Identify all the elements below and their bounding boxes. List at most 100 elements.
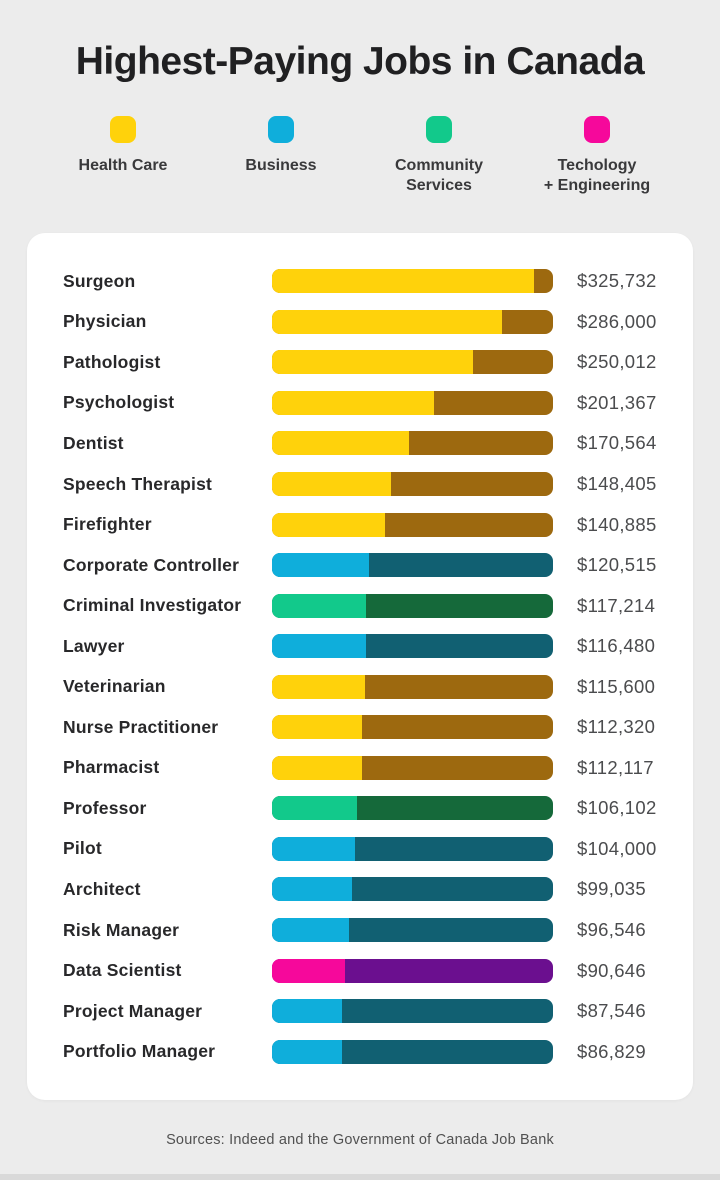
job-label: Lawyer bbox=[63, 635, 125, 656]
bar-light-segment bbox=[272, 755, 362, 780]
chart-row: Speech Therapist $148,405 bbox=[27, 464, 693, 505]
legend-label-line1: Health Care bbox=[78, 157, 168, 174]
legend-label-line1: Community bbox=[395, 157, 483, 174]
legend-label-line1: Techology bbox=[557, 157, 637, 174]
legend-swatch bbox=[268, 116, 294, 143]
bar bbox=[272, 1039, 553, 1064]
sources-note: Sources: Indeed and the Government of Ca… bbox=[166, 1132, 554, 1148]
bar bbox=[272, 634, 553, 659]
legend-swatch bbox=[426, 116, 452, 143]
job-label: Pathologist bbox=[63, 351, 161, 372]
bar-light-segment bbox=[272, 1039, 342, 1064]
legend-item-tech_engineering: Techology + Engineering bbox=[518, 116, 676, 196]
legend-label: Business bbox=[245, 156, 316, 176]
job-label: Professor bbox=[63, 797, 147, 818]
bar-light-segment bbox=[272, 634, 366, 659]
job-label: Veterinarian bbox=[63, 676, 166, 697]
job-label: Corporate Controller bbox=[63, 554, 240, 575]
legend-label-line1: Business bbox=[245, 157, 317, 174]
bar-light-segment bbox=[272, 553, 369, 578]
rows: Surgeon $325,732 Physician $286,000 Path… bbox=[27, 261, 693, 1072]
job-label: Psychologist bbox=[63, 392, 175, 413]
salary-value: $86,829 bbox=[577, 1040, 646, 1062]
legend-swatch bbox=[110, 116, 136, 143]
chart-row: Data Scientist $90,646 bbox=[27, 950, 693, 991]
bar-light-segment bbox=[272, 472, 392, 496]
job-label: Portfolio Manager bbox=[63, 1041, 216, 1062]
salary-value: $286,000 bbox=[577, 310, 657, 332]
bar bbox=[272, 472, 553, 496]
bar bbox=[272, 553, 553, 578]
chart-row: Pathologist $250,012 bbox=[27, 342, 693, 383]
chart-row: Physician $286,000 bbox=[27, 302, 693, 343]
legend-label: Community Services bbox=[395, 156, 483, 196]
bar bbox=[272, 836, 553, 861]
job-label: Surgeon bbox=[63, 270, 136, 291]
salary-value: $99,035 bbox=[577, 878, 646, 900]
bar bbox=[272, 674, 553, 699]
chart-row: Criminal Investigator $117,214 bbox=[27, 585, 693, 626]
salary-value: $104,000 bbox=[577, 837, 657, 859]
chart-row: Pharmacist $112,117 bbox=[27, 748, 693, 789]
chart-row: Dentist $170,564 bbox=[27, 423, 693, 464]
salary-value: $170,564 bbox=[577, 432, 657, 454]
job-label: Speech Therapist bbox=[63, 473, 213, 494]
salary-value: $250,012 bbox=[577, 351, 657, 373]
page-title: Highest-Paying Jobs in Canada bbox=[75, 40, 645, 83]
bar bbox=[272, 593, 553, 618]
chart-row: Surgeon $325,732 bbox=[27, 261, 693, 302]
job-label: Dentist bbox=[63, 432, 124, 453]
bar-light-segment bbox=[272, 715, 363, 740]
salary-value: $106,102 bbox=[577, 797, 657, 819]
bar bbox=[272, 958, 553, 983]
chart-card: Surgeon $325,732 Physician $286,000 Path… bbox=[27, 233, 693, 1100]
chart-row: Portfolio Manager $86,829 bbox=[27, 1031, 693, 1072]
job-label: Criminal Investigator bbox=[63, 595, 242, 616]
chart-row: Architect $99,035 bbox=[27, 869, 693, 910]
job-label: Project Manager bbox=[63, 1000, 203, 1021]
bar-light-segment bbox=[272, 269, 534, 294]
chart-row: Risk Manager $96,546 bbox=[27, 910, 693, 951]
job-label: Nurse Practitioner bbox=[63, 716, 219, 737]
chart-row: Psychologist $201,367 bbox=[27, 383, 693, 424]
bottom-edge-strip bbox=[0, 1174, 720, 1180]
job-label: Data Scientist bbox=[63, 960, 182, 981]
salary-value: $87,546 bbox=[577, 1000, 646, 1022]
salary-value: $112,117 bbox=[577, 756, 654, 778]
bar bbox=[272, 918, 553, 943]
bar-light-segment bbox=[272, 431, 409, 456]
legend-label-line2: + Engineering bbox=[543, 177, 651, 194]
legend-item-community_services: Community Services bbox=[360, 116, 518, 196]
salary-value: $120,515 bbox=[577, 554, 657, 576]
bar-light-segment bbox=[272, 999, 343, 1024]
bar bbox=[272, 755, 553, 780]
salary-value: $117,214 bbox=[577, 594, 656, 616]
chart-row: Lawyer $116,480 bbox=[27, 626, 693, 667]
bar bbox=[272, 715, 553, 740]
bar bbox=[272, 269, 553, 294]
legend-label-line2: Services bbox=[406, 177, 472, 194]
job-label: Risk Manager bbox=[63, 919, 180, 940]
chart-row: Nurse Practitioner $112,320 bbox=[27, 707, 693, 748]
legend-item-business: Business bbox=[202, 116, 360, 196]
salary-value: $116,480 bbox=[577, 635, 656, 657]
bar bbox=[272, 512, 553, 537]
bar-light-segment bbox=[272, 593, 367, 618]
legend: Health Care Business Community Services … bbox=[44, 116, 676, 196]
legend-label: Health Care bbox=[79, 156, 168, 176]
chart-row: Firefighter $140,885 bbox=[27, 504, 693, 545]
legend-label: Techology + Engineering bbox=[544, 156, 650, 196]
salary-value: $325,732 bbox=[577, 270, 657, 292]
bar-light-segment bbox=[272, 877, 352, 902]
bar bbox=[272, 309, 553, 334]
legend-item-health_care: Health Care bbox=[44, 116, 202, 196]
bar-light-segment bbox=[272, 309, 502, 334]
bar-light-segment bbox=[272, 958, 345, 983]
bar bbox=[272, 390, 553, 415]
bar-light-segment bbox=[272, 918, 350, 943]
bar-light-segment bbox=[272, 512, 386, 537]
salary-value: $201,367 bbox=[577, 391, 657, 413]
bar bbox=[272, 350, 553, 375]
bar-light-segment bbox=[272, 796, 358, 821]
